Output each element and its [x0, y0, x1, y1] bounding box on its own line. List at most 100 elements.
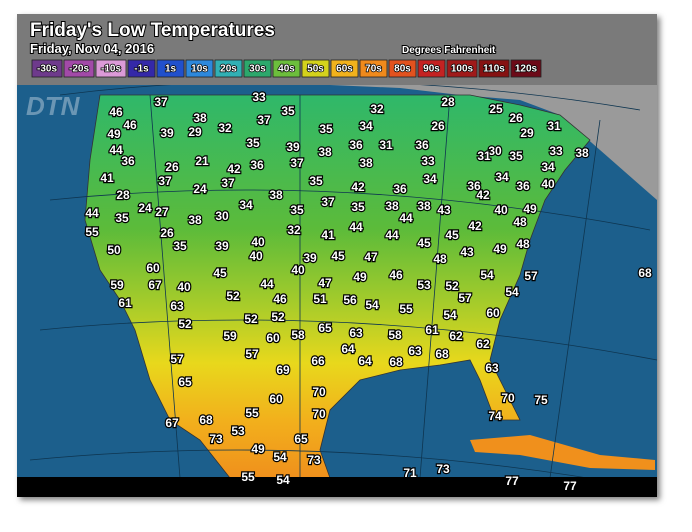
- temperature-label: 40: [494, 203, 508, 217]
- legend-label: 110s: [483, 64, 505, 75]
- temperature-label: 46: [109, 105, 123, 119]
- temperature-label: 33: [252, 90, 266, 104]
- temperature-label: 44: [349, 220, 363, 234]
- temperature-label: 55: [241, 470, 255, 484]
- temperature-label: 35: [246, 136, 260, 150]
- temperature-label: 74: [488, 409, 502, 423]
- temperature-label: 28: [116, 188, 130, 202]
- temperature-label: 45: [445, 228, 459, 242]
- temperature-label: 75: [534, 393, 548, 407]
- temperature-label: 45: [417, 236, 431, 250]
- temperature-label: 27: [155, 205, 169, 219]
- temperature-label: 44: [260, 277, 274, 291]
- temperature-label: 38: [269, 188, 283, 202]
- units: Degrees Fahrenheit: [402, 45, 496, 56]
- temperature-label: 38: [417, 199, 431, 213]
- temperature-label: 35: [319, 122, 333, 136]
- temperature-label: 66: [311, 354, 325, 368]
- temperature-label: 24: [138, 201, 152, 215]
- temperature-label: 73: [209, 432, 223, 446]
- temperature-label: 34: [495, 170, 509, 184]
- temperature-label: 52: [178, 317, 192, 331]
- temperature-label: 46: [273, 292, 287, 306]
- legend-label: -10s: [101, 64, 121, 75]
- temperature-label: 58: [291, 328, 305, 342]
- temperature-label: 38: [193, 111, 207, 125]
- temperature-label: 26: [165, 160, 179, 174]
- temperature-label: 37: [221, 176, 235, 190]
- temperature-label: 54: [276, 473, 290, 487]
- temperature-label: 38: [575, 146, 589, 160]
- temperature-label: 36: [349, 138, 363, 152]
- temperature-label: 49: [107, 127, 121, 141]
- temperature-label: 34: [359, 119, 373, 133]
- temperature-label: 31: [547, 119, 561, 133]
- temperature-label: 68: [638, 266, 652, 280]
- temperature-label: 36: [415, 138, 429, 152]
- legend-label: -20s: [69, 64, 89, 75]
- legend-swatch: [478, 59, 510, 78]
- legend-swatch: [330, 59, 359, 78]
- temperature-label: 56: [343, 293, 357, 307]
- temperature-label: 32: [218, 121, 232, 135]
- legend-label: 50s: [307, 64, 324, 75]
- temperature-label: 38: [385, 199, 399, 213]
- canada: [330, 85, 657, 200]
- legend-label: 40s: [278, 64, 295, 75]
- temperature-label: 73: [307, 453, 321, 467]
- legend-swatch: [510, 59, 542, 78]
- legend-label: 30s: [249, 64, 266, 75]
- temperature-label: 45: [213, 266, 227, 280]
- temperature-label: 34: [423, 172, 437, 186]
- legend-label: 100s: [451, 64, 474, 75]
- temperature-label: 37: [154, 95, 168, 109]
- temperature-label: 65: [178, 375, 192, 389]
- legend-swatch: [185, 59, 214, 78]
- temperature-label: 55: [85, 225, 99, 239]
- temperature-label: 25: [489, 102, 503, 116]
- temperature-label: 38: [318, 145, 332, 159]
- temperature-label: 61: [118, 296, 132, 310]
- temperature-label: 29: [520, 126, 534, 140]
- temperature-label: 24: [193, 182, 207, 196]
- temperature-label: 30: [215, 209, 229, 223]
- temperature-label: 40: [251, 235, 265, 249]
- temperature-label: 31: [477, 149, 491, 163]
- temperature-label: 68: [199, 413, 213, 427]
- temperature-label: 42: [227, 162, 241, 176]
- temperature-label: 60: [486, 306, 500, 320]
- temperature-label: 35: [290, 203, 304, 217]
- temperature-label: 29: [188, 125, 202, 139]
- temperature-label: 63: [485, 361, 499, 375]
- temperature-label: 54: [443, 308, 457, 322]
- temperature-label: 35: [509, 149, 523, 163]
- temperature-label: 47: [364, 250, 378, 264]
- temperature-label: 60: [269, 392, 283, 406]
- temperature-label: 53: [231, 424, 245, 438]
- land: [84, 94, 591, 479]
- temperature-label: 38: [188, 213, 202, 227]
- temperature-label: 70: [312, 385, 326, 399]
- temperature-label: 44: [399, 211, 413, 225]
- temperature-label: 45: [331, 249, 345, 263]
- temperature-label: 43: [460, 245, 474, 259]
- temperature-label: 48: [433, 252, 447, 266]
- legend-label: -30s: [37, 64, 57, 75]
- temperature-label: 46: [123, 118, 137, 132]
- temperature-label: 32: [287, 223, 301, 237]
- temperature-label: 55: [399, 302, 413, 316]
- temperature-label: 58: [388, 328, 402, 342]
- temperature-label: 21: [195, 154, 209, 168]
- temperature-label: 37: [257, 113, 271, 127]
- temperature-label: 69: [276, 363, 290, 377]
- temperature-label: 63: [408, 344, 422, 358]
- temperature-label: 44: [85, 206, 99, 220]
- temperature-label: 61: [425, 323, 439, 337]
- temperature-label: 35: [115, 211, 129, 225]
- temperature-label: 36: [121, 154, 135, 168]
- temperature-label: 57: [524, 269, 538, 283]
- temperature-label: 39: [286, 140, 300, 154]
